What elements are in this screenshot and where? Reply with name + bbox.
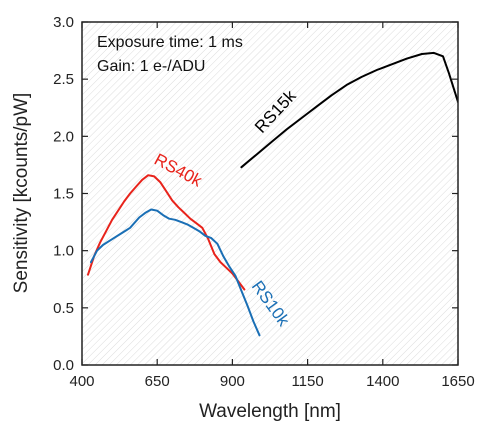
series-line-rs15k xyxy=(240,51,458,169)
x-axis-label: Wavelength [nm] xyxy=(199,401,341,422)
y-tick-label: 0.0 xyxy=(53,357,74,374)
annotation-exposure: Exposure time: 1 ms xyxy=(97,34,243,51)
y-tick-label: 2.5 xyxy=(53,71,74,88)
x-tick-label: 1650 xyxy=(441,373,474,390)
annotation-gain: Gain: 1 e-/ADU xyxy=(97,58,205,75)
plot-frame xyxy=(81,21,459,366)
x-tick-label: 1150 xyxy=(291,373,323,390)
axis-ticks: 400 650 900 1150 1400 1650 0.0 0.5 1.0 1.5 2.0 2.5 3… xyxy=(53,14,475,390)
x-tick-label: 1400 xyxy=(366,373,399,390)
plot-area-background xyxy=(82,22,458,365)
y-tick-label: 2.0 xyxy=(53,128,74,145)
y-tick-label: 3.0 xyxy=(53,14,74,31)
series-line-rs40k xyxy=(87,174,246,291)
y-tick-label: 1.0 xyxy=(53,243,74,260)
series-lines xyxy=(87,51,458,337)
series-line-rs10k xyxy=(90,208,261,337)
y-tick-label: 0.5 xyxy=(53,300,74,317)
x-tick-label: 650 xyxy=(145,373,170,390)
y-tick-label: 1.5 xyxy=(53,186,74,203)
y-axis-label: Sensitivity [kcounts/pW] xyxy=(11,93,32,294)
x-tick-label: 400 xyxy=(69,373,94,390)
x-tick-label: 900 xyxy=(220,373,245,390)
